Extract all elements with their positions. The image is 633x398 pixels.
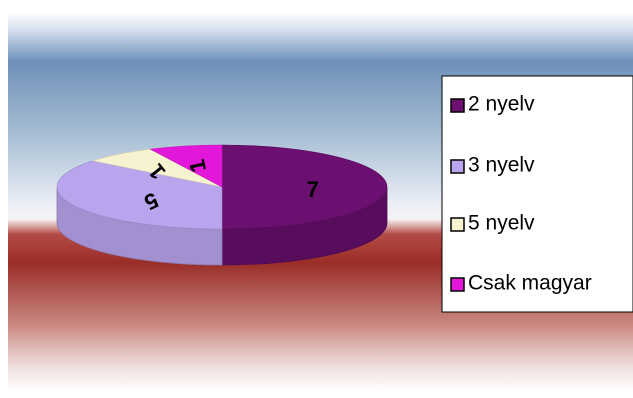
legend-label-1: 2 nyelv (468, 93, 535, 116)
legend-swatch-4 (450, 277, 465, 292)
pie-slice-4 (149, 144, 223, 188)
legend-swatch-3 (450, 217, 465, 232)
legend-swatch-1 (450, 98, 465, 113)
data-label-1: 7 (307, 177, 319, 202)
legend-box (441, 75, 633, 313)
pie-data-labels: 751 1 (140, 157, 318, 215)
legend-label-2: 3 nyelv (468, 154, 535, 177)
data-label-4: 1 (184, 157, 211, 175)
pie-slices (56, 144, 388, 230)
legend: 2 nyelv 3 nyelv 5 nyelv Csak magyar (441, 75, 633, 313)
legend-label-3: 5 nyelv (468, 212, 535, 235)
pie-slice-2 (56, 160, 223, 230)
pie-slice-1 (221, 144, 388, 230)
legend-swatch-2 (450, 159, 465, 174)
legend-label-4: Csak magyar (468, 272, 592, 295)
